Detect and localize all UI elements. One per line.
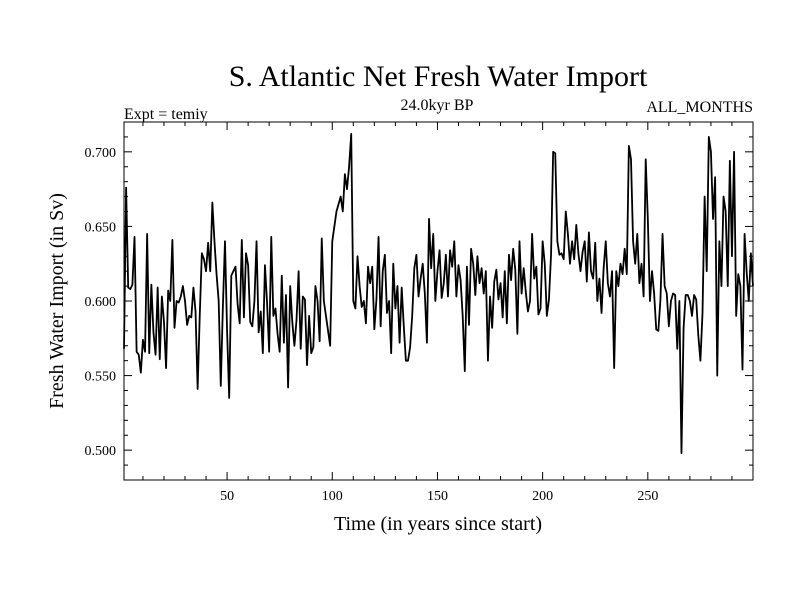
x-tick-label: 100 [322,489,343,504]
tick-labels: 50 100 150 200 250 0.500 0.550 0.600 0.650 0.700 [85,146,659,504]
y-tick-label: 0.500 [85,444,117,459]
x-tick-label: 250 [637,489,658,504]
y-tick-label: 0.700 [85,146,117,161]
x-tick-label: 150 [427,489,448,504]
y-tick-label: 0.650 [85,220,117,235]
chart-title: S. Atlantic Net Fresh Water Import [229,60,648,93]
y-axis-title: Fresh Water Import (in Sv) [46,193,68,409]
y-tick-label: 0.550 [85,370,117,385]
series-line-fresh-water-import [123,133,754,455]
x-tick-label: 50 [220,489,234,504]
period-label: 24.0kyr BP [401,97,474,114]
months-label: ALL_MONTHS [646,99,753,116]
experiment-label: Expt = temiy [124,106,208,123]
y-tick-label: 0.600 [85,295,117,310]
x-tick-label: 200 [532,489,553,504]
x-axis-title: Time (in years since start) [334,513,542,535]
